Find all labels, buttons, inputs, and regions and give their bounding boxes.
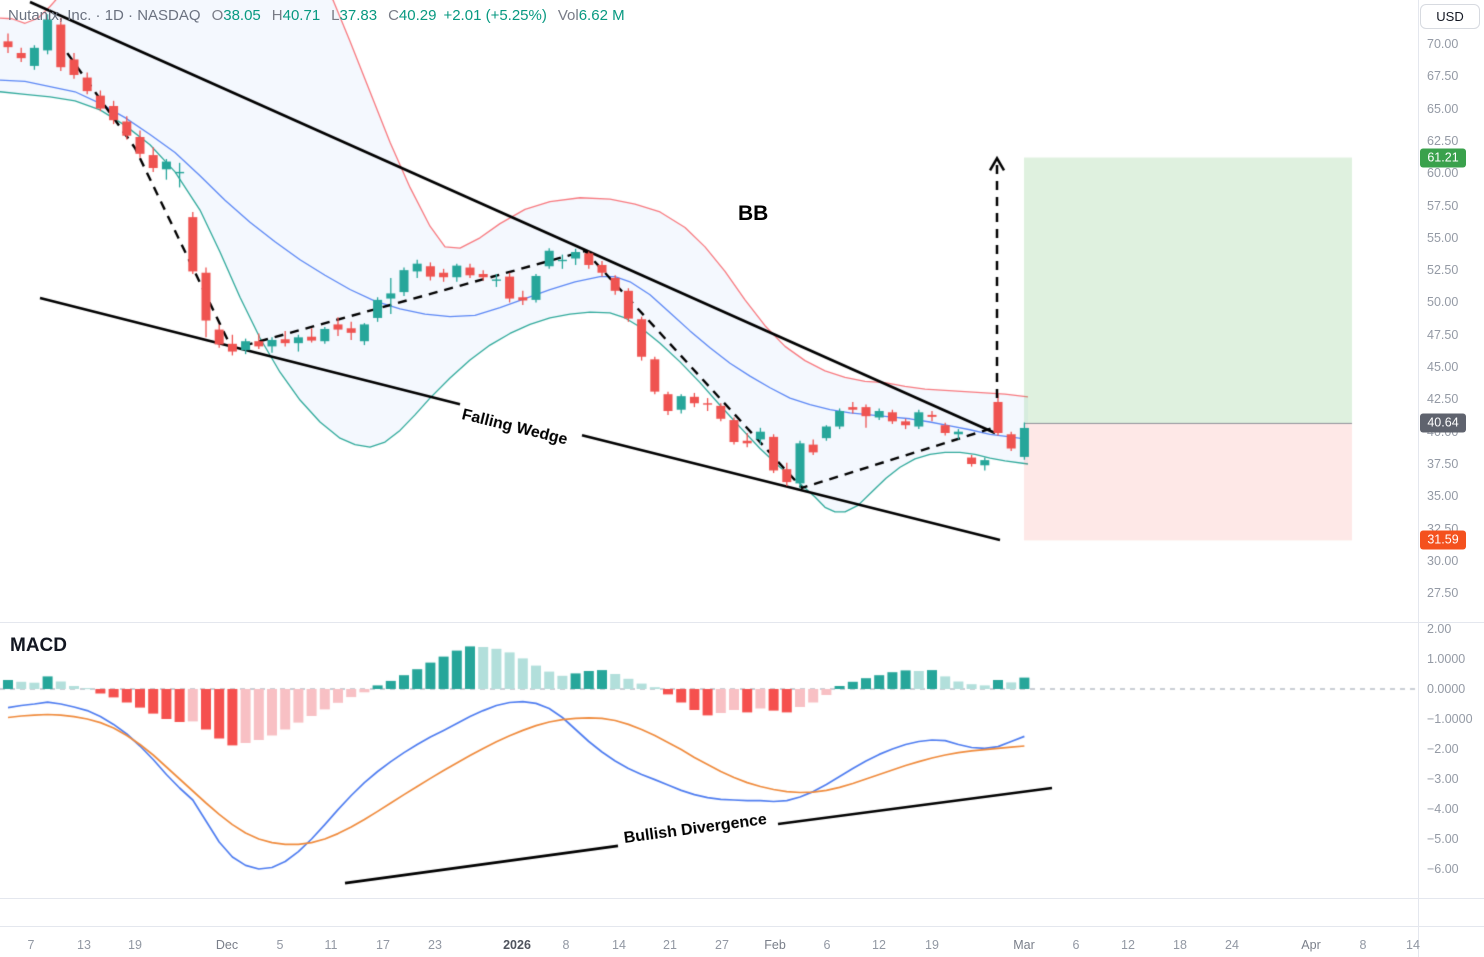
macd-bottom-separator[interactable] — [0, 898, 1484, 899]
macd-tick: −2.00 — [1427, 742, 1459, 756]
stop-price-badge: 31.59 — [1420, 530, 1466, 550]
time-tick: 12 — [872, 938, 886, 952]
time-tick: 7 — [27, 938, 35, 952]
time-tick: 19 — [128, 938, 142, 952]
volume: Vol6.62 M — [557, 7, 625, 24]
ohlc-close: C40.29 — [388, 7, 437, 24]
price-tick: 35.00 — [1427, 489, 1459, 504]
price-tick: 30.00 — [1427, 553, 1459, 568]
ohlc-low: L37.83 — [331, 7, 378, 24]
time-tick: 17 — [376, 938, 390, 952]
price-axis-separator — [1418, 0, 1419, 957]
macd-tick: −3.00 — [1427, 772, 1459, 786]
symbol-legend[interactable]: Nutanix, Inc. · 1D · NASDAQ O38.05 H40.7… — [8, 7, 625, 24]
time-tick: Mar — [1013, 938, 1035, 952]
target-price-badge: 61.21 — [1420, 148, 1466, 168]
time-tick: 12 — [1121, 938, 1135, 952]
time-tick: Dec — [215, 938, 239, 952]
price-tick: 52.50 — [1427, 263, 1459, 278]
change-value: +2.01 (+5.25%) — [443, 7, 547, 24]
time-tick: 23 — [428, 938, 442, 952]
time-tick: 21 — [663, 938, 677, 952]
time-tick: 6 — [823, 938, 831, 952]
entry-price-badge: 40.64 — [1420, 413, 1466, 433]
macd-tick: 1.0000 — [1427, 652, 1466, 666]
price-tick: 62.50 — [1427, 133, 1459, 148]
time-tick: Feb — [764, 938, 786, 952]
time-tick: 27 — [715, 938, 729, 952]
price-tick: 45.00 — [1427, 360, 1459, 375]
price-tick: 27.50 — [1427, 586, 1459, 601]
macd-tick: −4.00 — [1427, 802, 1459, 816]
time-tick: Apr — [1301, 938, 1321, 952]
price-tick: 57.50 — [1427, 198, 1459, 213]
time-tick: 13 — [77, 938, 91, 952]
time-tick: 14 — [1406, 938, 1420, 952]
pane-separator[interactable] — [0, 622, 1484, 623]
time-tick: 24 — [1225, 938, 1239, 952]
ohlc-high: H40.71 — [271, 7, 321, 24]
time-tick: 8 — [1359, 938, 1367, 952]
time-tick: 19 — [925, 938, 939, 952]
time-axis-separator — [0, 926, 1484, 927]
time-tick: 6 — [1072, 938, 1080, 952]
macd-tick: 0.0000 — [1427, 682, 1466, 696]
time-tick: 8 — [562, 938, 570, 952]
time-tick: 2026 — [503, 938, 531, 952]
price-tick: 67.50 — [1427, 69, 1459, 84]
ohlc-open: O38.05 — [211, 7, 261, 24]
symbol-title[interactable]: Nutanix, Inc. · 1D · NASDAQ — [8, 7, 201, 24]
time-tick: 5 — [276, 938, 284, 952]
time-tick: 18 — [1173, 938, 1187, 952]
price-tick: 65.00 — [1427, 101, 1459, 116]
macd-tick: 2.00 — [1427, 622, 1452, 636]
bollinger-band-label[interactable]: BB — [738, 202, 769, 225]
currency-toggle-button[interactable]: USD — [1420, 4, 1480, 29]
price-tick: 37.50 — [1427, 457, 1459, 471]
price-tick: 50.00 — [1427, 295, 1459, 310]
time-tick: 11 — [324, 938, 338, 952]
price-tick: 42.50 — [1427, 392, 1459, 407]
time-tick: 14 — [612, 938, 626, 952]
macd-tick: −5.00 — [1427, 832, 1459, 846]
macd-tick: −1.0000 — [1427, 712, 1473, 726]
price-tick: 55.00 — [1427, 230, 1459, 245]
price-tick: 60.00 — [1427, 166, 1459, 181]
macd-indicator-label[interactable]: MACD — [10, 635, 67, 656]
price-tick: 47.50 — [1427, 327, 1459, 342]
macd-tick: −6.00 — [1427, 862, 1459, 876]
price-tick: 70.00 — [1427, 36, 1459, 51]
